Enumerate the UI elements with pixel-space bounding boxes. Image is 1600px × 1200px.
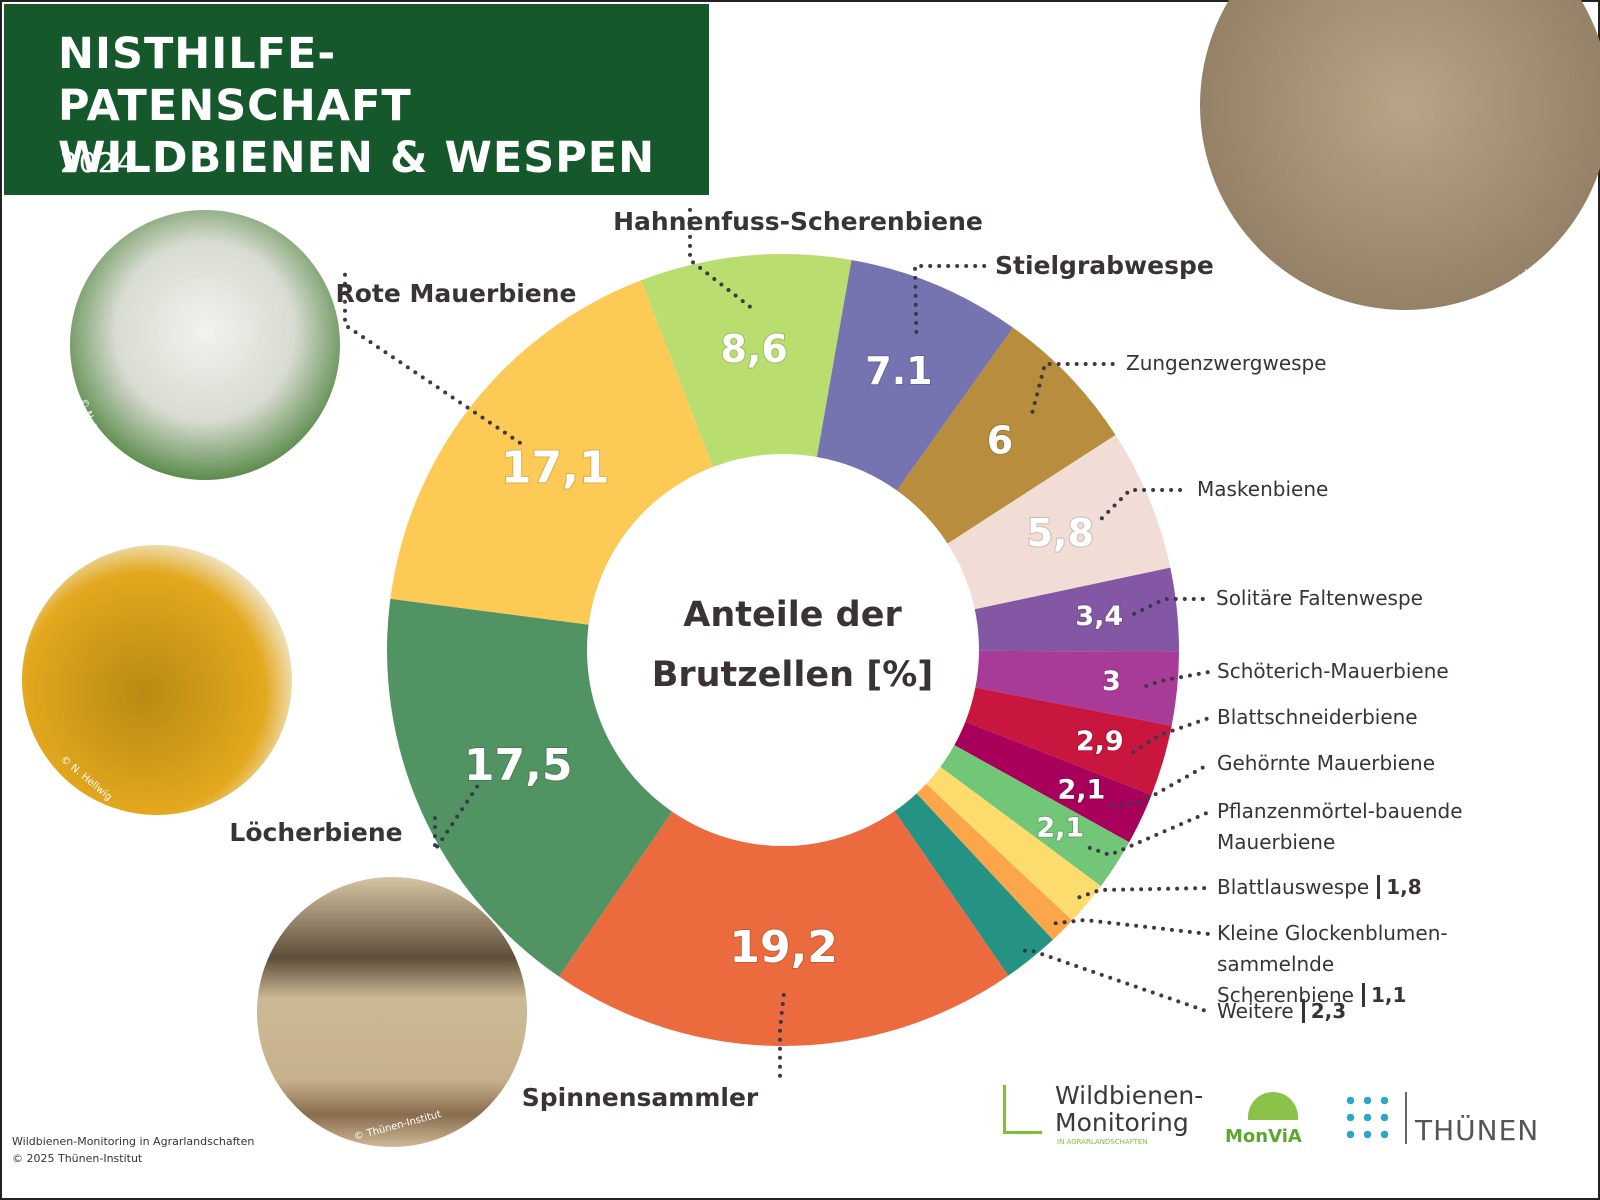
donut-slice (954, 721, 1152, 843)
category-label: Löcherbiene (229, 817, 402, 848)
category-name: Schöterich-Mauerbiene (1217, 659, 1449, 683)
value-label: 6 (987, 418, 1013, 462)
category-name: Rote Mauerbiene (335, 279, 577, 308)
category-label: Kleine Glockenblumen-sammelnde Scherenbi… (1217, 918, 1507, 1011)
donut-slice (916, 783, 1073, 940)
leader-line (1030, 362, 1120, 414)
value-label: 3 (1102, 666, 1121, 697)
category-label: Gehörnte Mauerbiene (1217, 748, 1435, 779)
leader-line (778, 992, 786, 1080)
logo-divider (1405, 1092, 1407, 1144)
category-label: Maskenbiene (1197, 474, 1328, 505)
logo-text: Wildbienen-Monitoring (1055, 1081, 1204, 1137)
category-name: Weitere (1217, 999, 1294, 1023)
category-name: Blattlauswespe (1217, 875, 1370, 899)
logo-mark (1003, 1085, 1042, 1134)
category-label: Schöterich-Mauerbiene (1217, 656, 1449, 687)
leader-line (1099, 488, 1191, 521)
category-label: Hahnenfuss-Scherenbiene (613, 206, 983, 237)
leader-line (1132, 597, 1210, 616)
logo-mark (1342, 1092, 1392, 1144)
value-label: 2,1 (1058, 774, 1106, 805)
category-name: Gehörnte Mauerbiene (1217, 751, 1436, 775)
leader-line (1131, 716, 1211, 755)
footer: © 2025 Thünen-Institut (12, 1152, 143, 1165)
photo (70, 210, 340, 480)
photo (1200, 0, 1600, 310)
value-label: 17,5 (464, 740, 573, 791)
value-label: 17,1 (501, 443, 610, 494)
value-label: 8,6 (720, 327, 787, 371)
leader-line (1144, 670, 1211, 688)
photo (22, 545, 292, 815)
center-label: Anteile der Brutzellen [%] (651, 595, 934, 695)
value-label: 1,8 (1377, 875, 1422, 899)
category-label: Stielgrabwespe (995, 250, 1214, 281)
value-label: 2,1 (1036, 812, 1084, 843)
donut-slice (926, 766, 1101, 921)
value-label: 5,8 (1027, 511, 1094, 555)
donut-slice (894, 793, 1053, 976)
donut-slice (940, 745, 1130, 887)
header: NISTHILFE-PATENSCHAFT WILDBIENEN & WESPE… (4, 4, 709, 195)
category-name: Pflanzenmörtel-bauende Mauerbiene (1217, 799, 1463, 854)
donut-slice (390, 280, 713, 625)
donut-slice (965, 687, 1172, 796)
category-name: Stielgrabwespe (995, 251, 1214, 280)
donut-slice (816, 259, 1014, 491)
donut-slice (947, 435, 1171, 610)
footer: Wildbienen-Monitoring in Agrarlandschaft… (12, 1135, 255, 1148)
leader-line (1022, 947, 1211, 1014)
donut-slice (641, 254, 852, 468)
category-label: Blattlauswespe 1,8 (1217, 872, 1422, 903)
donut-slice (387, 598, 673, 977)
category-name: Hahnenfuss-Scherenbiene (613, 207, 983, 236)
value-label: 2,3 (1301, 999, 1347, 1023)
leader-line (1053, 917, 1211, 936)
value-label: 3,4 (1075, 601, 1123, 632)
category-name: Maskenbiene (1197, 477, 1329, 501)
value-label: 2,9 (1076, 726, 1124, 757)
donut-slice (896, 327, 1116, 544)
logo-text: THÜNEN (1415, 1114, 1540, 1147)
category-label: Blattschneiderbiene (1217, 702, 1418, 733)
title: NISTHILFE-PATENSCHAFT WILDBIENEN & WESPE… (58, 29, 656, 183)
category-name: Löcherbiene (229, 818, 403, 847)
leader-line (1111, 762, 1211, 808)
leader-line (343, 272, 522, 445)
category-label: Pflanzenmörtel-bauende Mauerbiene (1217, 796, 1507, 858)
leader-line (688, 200, 752, 309)
value-label: 7.1 (865, 349, 932, 393)
category-name: Blattschneiderbiene (1217, 705, 1418, 729)
category-label: Solitäre Faltenwespe (1216, 583, 1423, 614)
leader-line (433, 784, 480, 857)
photo (257, 877, 527, 1147)
category-name: Spinnensammler (521, 1083, 759, 1112)
donut-slice (975, 650, 1179, 726)
logo-text: IN AGRARLANDSCHAFTEN (1057, 1138, 1148, 1146)
category-label: Weitere 2,3 (1217, 996, 1347, 1027)
logo-text: MonViA (1225, 1126, 1302, 1147)
donut-slice (974, 567, 1179, 652)
category-name: Kleine Glockenblumen-sammelnde Scherenbi… (1217, 921, 1448, 1007)
category-label: Rote Mauerbiene (335, 278, 576, 309)
subtitle: 2024 (60, 146, 136, 179)
leader-line (1087, 810, 1211, 858)
category-label: Spinnensammler (522, 1082, 759, 1113)
leader-line (1077, 886, 1211, 900)
category-label: Zungenzwergwespe (1126, 348, 1327, 379)
category-name: Zungenzwergwespe (1126, 351, 1327, 375)
donut-slice (559, 811, 1009, 1046)
category-name: Solitäre Faltenwespe (1216, 586, 1423, 610)
value-label: 19,2 (729, 922, 838, 973)
value-label: 1,1 (1361, 983, 1407, 1007)
